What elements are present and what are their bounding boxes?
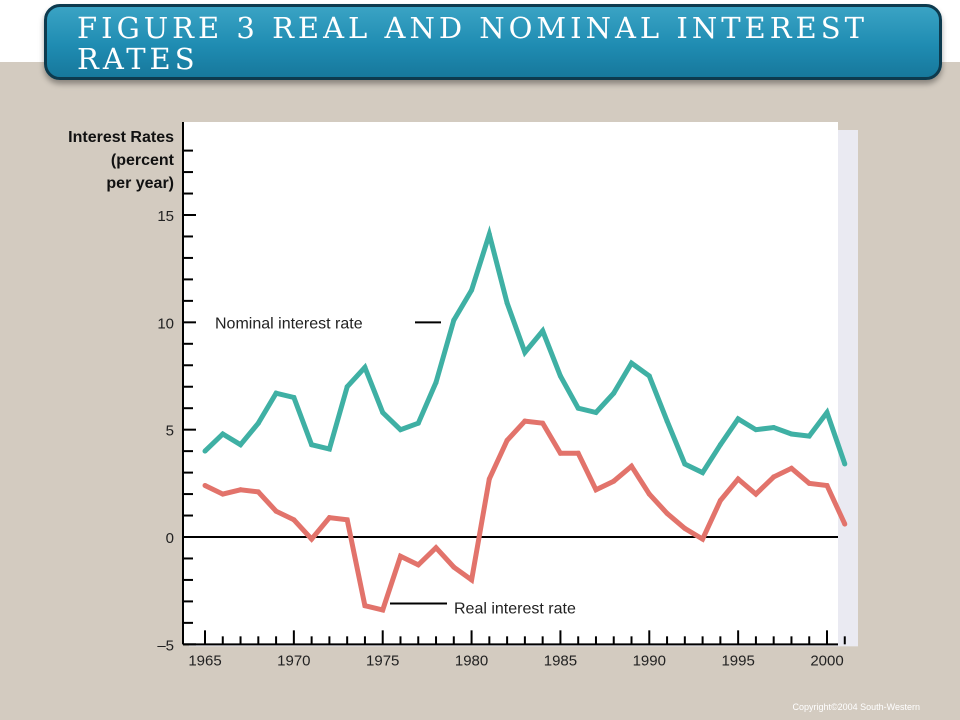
real-rate-point	[646, 491, 652, 497]
x-tick-label: 1985	[544, 652, 577, 669]
real-rate-point	[682, 525, 688, 531]
x-tick-label: 1970	[277, 652, 310, 669]
nominal-rate-point	[540, 328, 546, 334]
nominal-rate-point	[735, 416, 741, 422]
nominal-rate-point	[291, 394, 297, 400]
x-tick-label: 1975	[366, 652, 399, 669]
nominal-rate-point	[433, 379, 439, 385]
real-rate-point	[842, 521, 848, 527]
y-axis-label-line: (percent	[111, 152, 175, 169]
x-tick-label: 2000	[810, 652, 843, 669]
figure-title: FIGURE 3 REAL AND NOMINAL INTEREST RATES	[77, 11, 868, 76]
real-rate-point	[735, 476, 741, 482]
y-tick-label: –5	[157, 637, 174, 654]
nominal-rate-point	[664, 418, 670, 424]
x-tick-label: 1965	[188, 652, 221, 669]
real-rate-point	[629, 463, 635, 469]
y-tick-label: 5	[166, 423, 174, 440]
nominal-rate-point	[326, 446, 332, 452]
real-rate-point	[540, 420, 546, 426]
x-tick-label: 1995	[721, 652, 754, 669]
real-rate-point	[238, 487, 244, 493]
nominal-rate-point	[700, 470, 706, 476]
real-rate-point	[415, 562, 421, 568]
real-rate-point	[664, 510, 670, 516]
real-rate-point	[771, 474, 777, 480]
real-rate-point	[717, 498, 723, 504]
nominal-rate-point	[362, 364, 368, 370]
real-rate-point	[220, 491, 226, 497]
nominal-rate-point	[575, 405, 581, 411]
real-rate-annotation: Real interest rate	[454, 601, 576, 618]
real-rate-point	[522, 418, 528, 424]
real-rate-point	[469, 577, 475, 583]
real-rate-point	[504, 437, 510, 443]
y-tick-label: 10	[157, 315, 174, 332]
real-rate-point	[557, 450, 563, 456]
nominal-rate-point	[682, 461, 688, 467]
real-rate-point	[380, 607, 386, 613]
real-rate-point	[753, 491, 759, 497]
y-axis-label-line: Interest Rates	[68, 129, 174, 146]
nominal-rate-point	[646, 373, 652, 379]
real-rate-point	[255, 489, 261, 495]
real-rate-point	[824, 482, 830, 488]
nominal-rate-point	[220, 431, 226, 437]
nominal-rate-point	[202, 448, 208, 454]
real-rate-point	[806, 480, 812, 486]
real-rate-point	[202, 482, 208, 488]
nominal-rate-point	[788, 431, 794, 437]
y-tick-label: 15	[157, 208, 174, 225]
real-rate-point	[433, 545, 439, 551]
real-rate-point	[575, 450, 581, 456]
nominal-rate-annotation: Nominal interest rate	[215, 315, 363, 332]
real-rate-point	[397, 553, 403, 559]
real-rate-point	[593, 487, 599, 493]
plot-area	[183, 122, 838, 645]
copyright-notice: Copyright©2004 South-Western	[792, 702, 920, 712]
nominal-rate-point	[842, 461, 848, 467]
x-tick-label: 1980	[455, 652, 488, 669]
nominal-rate-point	[806, 433, 812, 439]
nominal-rate-point	[629, 360, 635, 366]
real-rate-point	[700, 536, 706, 542]
real-rate-point	[326, 515, 332, 521]
real-rate-point	[273, 508, 279, 514]
nominal-rate-point	[593, 409, 599, 415]
nominal-rate-point	[273, 390, 279, 396]
real-rate-point	[291, 517, 297, 523]
nominal-rate-point	[309, 442, 315, 448]
real-rate-point	[788, 465, 794, 471]
real-rate-point	[451, 564, 457, 570]
nominal-rate-point	[611, 390, 617, 396]
real-rate-point	[309, 536, 315, 542]
nominal-rate-point	[753, 427, 759, 433]
nominal-rate-point	[415, 420, 421, 426]
y-tick-label: 0	[166, 530, 174, 547]
nominal-rate-point	[504, 300, 510, 306]
nominal-rate-point	[557, 373, 563, 379]
real-rate-point	[486, 476, 492, 482]
real-rate-point	[362, 603, 368, 609]
nominal-rate-point	[522, 349, 528, 355]
y-axis-label-line: per year)	[106, 175, 174, 192]
nominal-rate-point	[717, 442, 723, 448]
nominal-rate-point	[771, 425, 777, 431]
nominal-rate-point	[344, 384, 350, 390]
nominal-rate-point	[380, 409, 386, 415]
nominal-rate-point	[238, 442, 244, 448]
nominal-rate-point	[486, 231, 492, 237]
nominal-rate-point	[397, 427, 403, 433]
real-rate-point	[611, 478, 617, 484]
title-banner: FIGURE 3 REAL AND NOMINAL INTEREST RATES	[44, 4, 942, 80]
nominal-rate-point	[451, 317, 457, 323]
nominal-rate-point	[469, 287, 475, 293]
x-tick-label: 1990	[633, 652, 666, 669]
nominal-rate-point	[824, 409, 830, 415]
nominal-rate-point	[255, 420, 261, 426]
real-rate-point	[344, 517, 350, 523]
